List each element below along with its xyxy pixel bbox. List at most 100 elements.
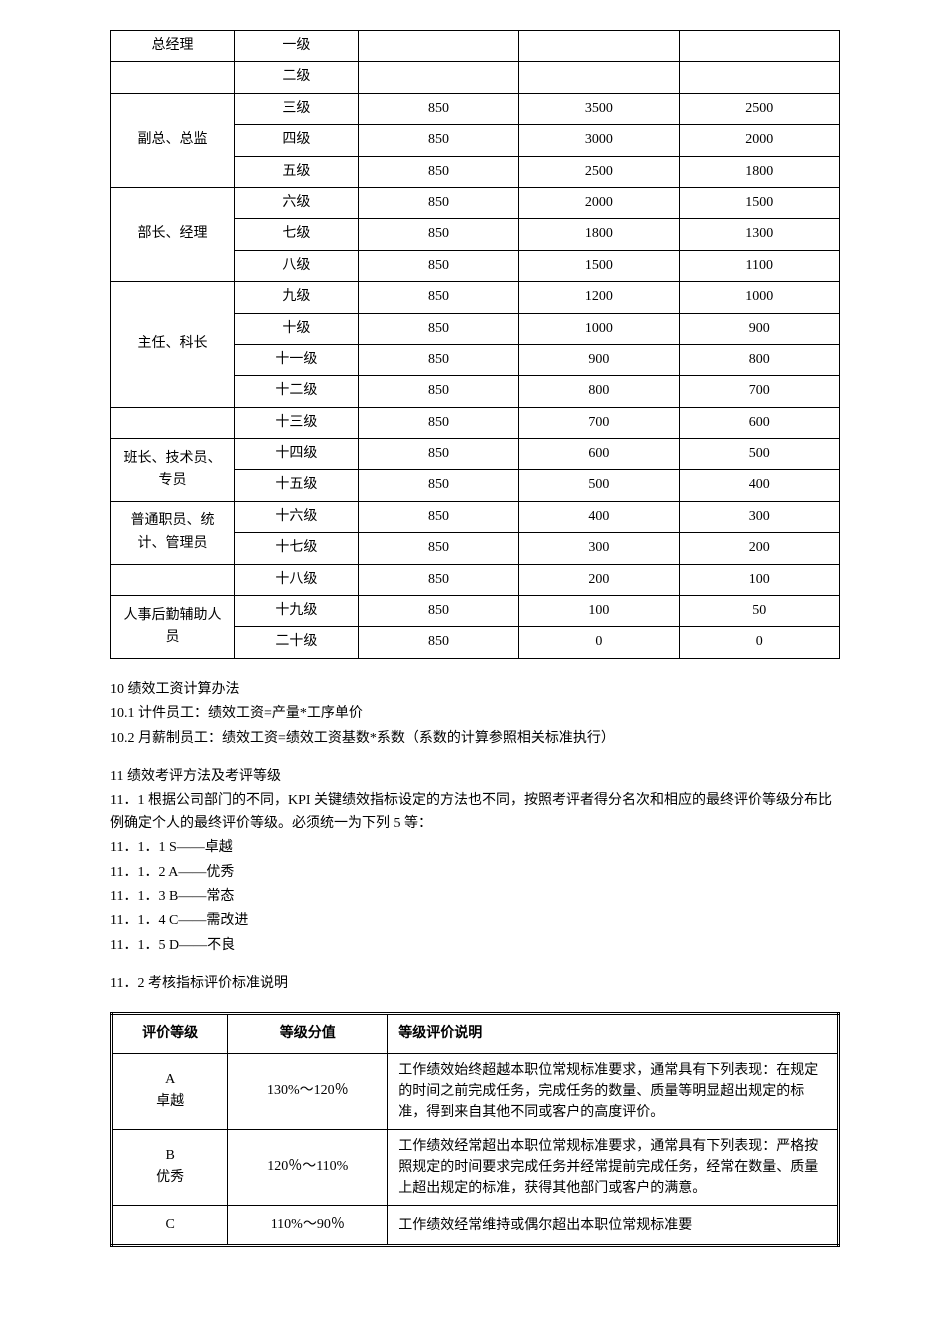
table-row: 普通职员、统计、管理员十六级850400300 [111,501,840,532]
level-cell: 十一级 [234,344,358,375]
value-cell: 850 [358,627,518,658]
section-10-line2: 10.2 月薪制员工：绩效工资=绩效工资基数*系数（系数的计算参照相关标准执行） [110,728,840,750]
value-cell: 0 [519,627,679,658]
section-10-title: 10 绩效工资计算办法 [110,679,840,701]
eval-score-cell: 130%～120％ [228,1053,388,1129]
value-cell: 1000 [679,282,839,313]
value-cell: 1100 [679,250,839,281]
table-row: 班长、技术员、专员十四级850600500 [111,439,840,470]
table-row: 人事后勤辅助人员十九级85010050 [111,596,840,627]
value-cell: 1000 [519,313,679,344]
section-11-title: 11 绩效考评方法及考评等级 [110,766,840,788]
value-cell: 850 [358,344,518,375]
section-11-line2: 11．2 考核指标评价标准说明 [110,973,840,995]
eval-header-grade: 评价等级 [112,1013,228,1053]
level-cell: 十五级 [234,470,358,501]
job-title-cell: 总经理 [111,31,235,62]
value-cell: 700 [519,407,679,438]
section-11-item4: 11．1．4 C——需改进 [110,910,840,932]
value-cell: 850 [358,125,518,156]
level-cell: 六级 [234,187,358,218]
section-11: 11 绩效考评方法及考评等级 11．1 根据公司部门的不同，KPI 关键绩效指标… [110,766,840,957]
section-11-2: 11．2 考核指标评价标准说明 [110,973,840,995]
level-cell: 十六级 [234,501,358,532]
table-row: 总经理一级 [111,31,840,62]
value-cell [519,62,679,93]
value-cell: 850 [358,533,518,564]
table-row: 部长、经理六级85020001500 [111,187,840,218]
value-cell: 850 [358,187,518,218]
level-cell: 四级 [234,125,358,156]
job-title-cell [111,407,235,438]
level-cell: 二级 [234,62,358,93]
value-cell: 850 [358,596,518,627]
job-title-cell [111,564,235,595]
value-cell: 1500 [519,250,679,281]
value-cell: 850 [358,219,518,250]
value-cell: 400 [679,470,839,501]
value-cell: 2000 [679,125,839,156]
value-cell: 500 [679,439,839,470]
value-cell: 1800 [519,219,679,250]
table-row: 主任、科长九级85012001000 [111,282,840,313]
level-cell: 十三级 [234,407,358,438]
value-cell: 850 [358,250,518,281]
value-cell: 1800 [679,156,839,187]
eval-score-cell: 110%～90％ [228,1205,388,1245]
value-cell: 850 [358,564,518,595]
table-row: B优秀120％～110%工作绩效经常超出本职位常规标准要求，通常具有下列表现：严… [112,1129,839,1205]
job-title-cell: 人事后勤辅助人员 [111,596,235,659]
value-cell: 2500 [679,93,839,124]
table-row: 副总、总监三级85035002500 [111,93,840,124]
level-cell: 二十级 [234,627,358,658]
section-11-item1: 11．1．1 S——卓越 [110,837,840,859]
level-cell: 一级 [234,31,358,62]
value-cell: 850 [358,407,518,438]
value-cell: 900 [519,344,679,375]
section-11-line1: 11．1 根据公司部门的不同，KPI 关键绩效指标设定的方法也不同，按照考评者得… [110,790,840,835]
value-cell: 500 [519,470,679,501]
value-cell: 200 [679,533,839,564]
value-cell: 3000 [519,125,679,156]
value-cell: 0 [679,627,839,658]
value-cell: 1500 [679,187,839,218]
salary-grade-table: 总经理一级二级副总、总监三级85035002500四级85030002000五级… [110,30,840,659]
section-10: 10 绩效工资计算办法 10.1 计件员工：绩效工资=产量*工序单价 10.2 … [110,679,840,750]
value-cell: 400 [519,501,679,532]
value-cell: 1300 [679,219,839,250]
value-cell: 300 [679,501,839,532]
value-cell: 850 [358,282,518,313]
value-cell [519,31,679,62]
value-cell [358,31,518,62]
value-cell: 1200 [519,282,679,313]
value-cell: 100 [679,564,839,595]
value-cell [679,31,839,62]
value-cell: 850 [358,376,518,407]
value-cell: 800 [679,344,839,375]
level-cell: 三级 [234,93,358,124]
value-cell: 2500 [519,156,679,187]
level-cell: 七级 [234,219,358,250]
value-cell: 2000 [519,187,679,218]
eval-desc-cell: 工作绩效始终超越本职位常规标准要求，通常具有下列表现：在规定的时间之前完成任务，… [388,1053,839,1129]
value-cell: 600 [519,439,679,470]
eval-grade-cell: A卓越 [112,1053,228,1129]
value-cell: 850 [358,156,518,187]
value-cell: 3500 [519,93,679,124]
section-11-item3: 11．1．3 B——常态 [110,886,840,908]
eval-desc-cell: 工作绩效经常超出本职位常规标准要求，通常具有下列表现：严格按照规定的时间要求完成… [388,1129,839,1205]
value-cell: 200 [519,564,679,595]
evaluation-criteria-table: 评价等级 等级分值 等级评价说明 A卓越130%～120％工作绩效始终超越本职位… [110,1012,840,1248]
eval-desc-cell: 工作绩效经常维持或偶尔超出本职位常规标准要 [388,1205,839,1245]
job-title-cell [111,62,235,93]
level-cell: 十二级 [234,376,358,407]
value-cell [358,62,518,93]
value-cell: 50 [679,596,839,627]
level-cell: 十四级 [234,439,358,470]
value-cell: 700 [679,376,839,407]
level-cell: 十九级 [234,596,358,627]
eval-grade-cell: B优秀 [112,1129,228,1205]
value-cell: 850 [358,313,518,344]
value-cell [679,62,839,93]
eval-score-cell: 120％～110% [228,1129,388,1205]
